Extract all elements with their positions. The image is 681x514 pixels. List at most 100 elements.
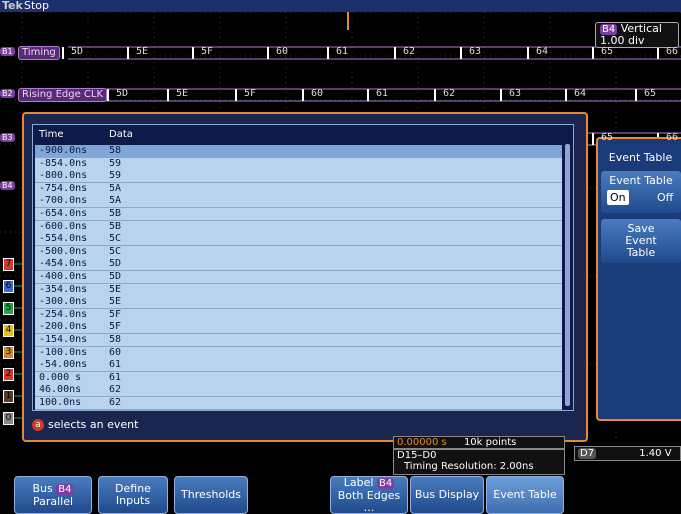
event-table[interactable]: Time Data -900.0ns 58 -854.0ns 59 -800.0ns 59…	[32, 124, 574, 411]
event-time: -254.0ns	[39, 308, 88, 320]
event-time: 100.0ns	[39, 397, 82, 408]
bus-name: Timing	[18, 46, 60, 60]
event-data: 58	[109, 145, 122, 156]
event-row[interactable]: -554.0ns 5C	[35, 233, 562, 247]
event-time: -400.0ns	[39, 271, 88, 282]
event-data: 5C	[109, 245, 122, 257]
brand: Tek	[2, 0, 23, 12]
bus-value: 60	[311, 88, 324, 99]
points: 10k points	[463, 437, 517, 448]
event-data: 5D	[109, 271, 122, 282]
bus-value: 62	[443, 88, 456, 99]
event-row[interactable]: 100.0ns 62	[35, 397, 562, 410]
event-time: -500.0ns	[39, 245, 88, 257]
softkey[interactable]: Bus Display	[410, 476, 484, 514]
scrollbar[interactable]	[565, 144, 570, 406]
event-time: -654.0ns	[39, 208, 88, 219]
digital-label: 1	[3, 390, 14, 403]
toggle-on[interactable]: On	[607, 190, 629, 205]
bus-value: 5E	[176, 88, 189, 99]
event-time: -554.0ns	[39, 233, 88, 245]
softkey[interactable]: Label B4 Both Edges ...	[330, 476, 408, 514]
digital-label: 5	[3, 302, 14, 315]
event-row[interactable]: -154.0ns 58	[35, 334, 562, 347]
event-row[interactable]: -254.0ns 5F	[35, 308, 562, 322]
event-row[interactable]: -800.0ns 59	[35, 170, 562, 184]
event-row[interactable]: -100.0ns 60	[35, 346, 562, 360]
event-row[interactable]: -654.0ns 5B	[35, 208, 562, 221]
event-data: 5D	[109, 258, 122, 270]
event-data: 59	[109, 157, 122, 169]
event-time: -200.0ns	[39, 321, 88, 333]
bus-value: 63	[469, 46, 482, 57]
col-time: Time	[39, 129, 64, 140]
vertical-value: 1.00 div	[600, 34, 645, 47]
event-data: 5E	[109, 296, 122, 308]
vertical-readout: B4 Vertical 1.00 div	[595, 22, 679, 48]
bus-value: 64	[536, 46, 549, 57]
side-menu: Event Table Event Table On Off Save Even…	[596, 137, 681, 421]
toggle-label: Event Table	[609, 174, 673, 187]
event-data: 5B	[109, 208, 122, 219]
event-row[interactable]: 46.00ns 62	[35, 384, 562, 398]
softkey-bottom: Both Edges ...	[337, 488, 401, 514]
softkey-line: Thresholds	[175, 489, 247, 501]
event-time: -454.0ns	[39, 258, 88, 270]
event-data: 5F	[109, 321, 122, 333]
event-time: -54.00ns	[39, 359, 88, 371]
bus-value: 61	[376, 88, 389, 99]
event-row[interactable]: -54.00ns 61	[35, 359, 562, 373]
timing-readout: D15–D0 Timing Resolution: 2.00ns	[393, 449, 565, 475]
softkey-top: Label	[343, 475, 374, 489]
digital-label: 3	[3, 346, 14, 359]
acq-state: Stop	[24, 0, 50, 12]
event-row[interactable]: -200.0ns 5F	[35, 321, 562, 335]
event-row[interactable]: -900.0ns 58	[35, 145, 562, 158]
save-event-table[interactable]: Save Event Table	[601, 219, 681, 263]
bus-value: 65	[601, 132, 614, 143]
event-time: -700.0ns	[39, 195, 88, 207]
footer-text: selects an event	[48, 418, 139, 431]
event-row[interactable]: -700.0ns 5A	[35, 195, 562, 209]
event-data: 62	[109, 397, 122, 408]
event-data: 5F	[109, 308, 122, 320]
event-row[interactable]: -400.0ns 5D	[35, 271, 562, 284]
event-data: 61	[109, 371, 122, 383]
vertical-badge: B4	[600, 24, 618, 35]
event-row[interactable]: -600.0ns 5B	[35, 220, 562, 234]
bus-value: 60	[276, 46, 289, 57]
softkey-top: Bus Display	[414, 488, 480, 501]
softkey[interactable]: Event Table	[486, 476, 564, 514]
side-badge: B4	[0, 181, 15, 190]
event-row[interactable]: -354.0ns 5E	[35, 283, 562, 297]
event-table-panel: Time Data -900.0ns 58 -854.0ns 59 -800.0ns 59…	[22, 112, 588, 442]
trig-channel: D7	[578, 448, 597, 459]
toggle-off[interactable]: Off	[657, 191, 674, 204]
digital-label: 0	[3, 412, 14, 425]
digital-label: 2	[3, 368, 14, 381]
event-row[interactable]: -454.0ns 5D	[35, 258, 562, 272]
event-row[interactable]: 0.000 s 61	[35, 371, 562, 385]
softkey[interactable]: Define Inputs	[98, 476, 168, 514]
softkey-line: Label B4	[331, 475, 407, 490]
toggle-event-table[interactable]: Event Table On Off	[601, 171, 681, 213]
event-time: -154.0ns	[39, 334, 88, 345]
footer-badge: a	[32, 419, 44, 431]
event-time: -754.0ns	[39, 182, 88, 194]
event-row[interactable]: -300.0ns 5E	[35, 296, 562, 310]
softkey[interactable]: Thresholds	[174, 476, 248, 514]
digital-label: 7	[3, 258, 14, 271]
event-row[interactable]: -854.0ns 59	[35, 157, 562, 171]
source: D15–D0	[397, 450, 437, 461]
softkey[interactable]: Bus B4 Parallel	[14, 476, 92, 514]
digital-label: 4	[3, 324, 14, 337]
bus-value: 5F	[244, 88, 257, 99]
status-bar: Tek Stop	[0, 0, 681, 12]
event-data: 5C	[109, 233, 122, 245]
event-time: -300.0ns	[39, 296, 88, 308]
event-row[interactable]: -500.0ns 5C	[35, 245, 562, 259]
trigger-level: D7 1.40 V	[574, 446, 681, 461]
event-data: 59	[109, 170, 122, 182]
event-row[interactable]: -754.0ns 5A	[35, 182, 562, 196]
